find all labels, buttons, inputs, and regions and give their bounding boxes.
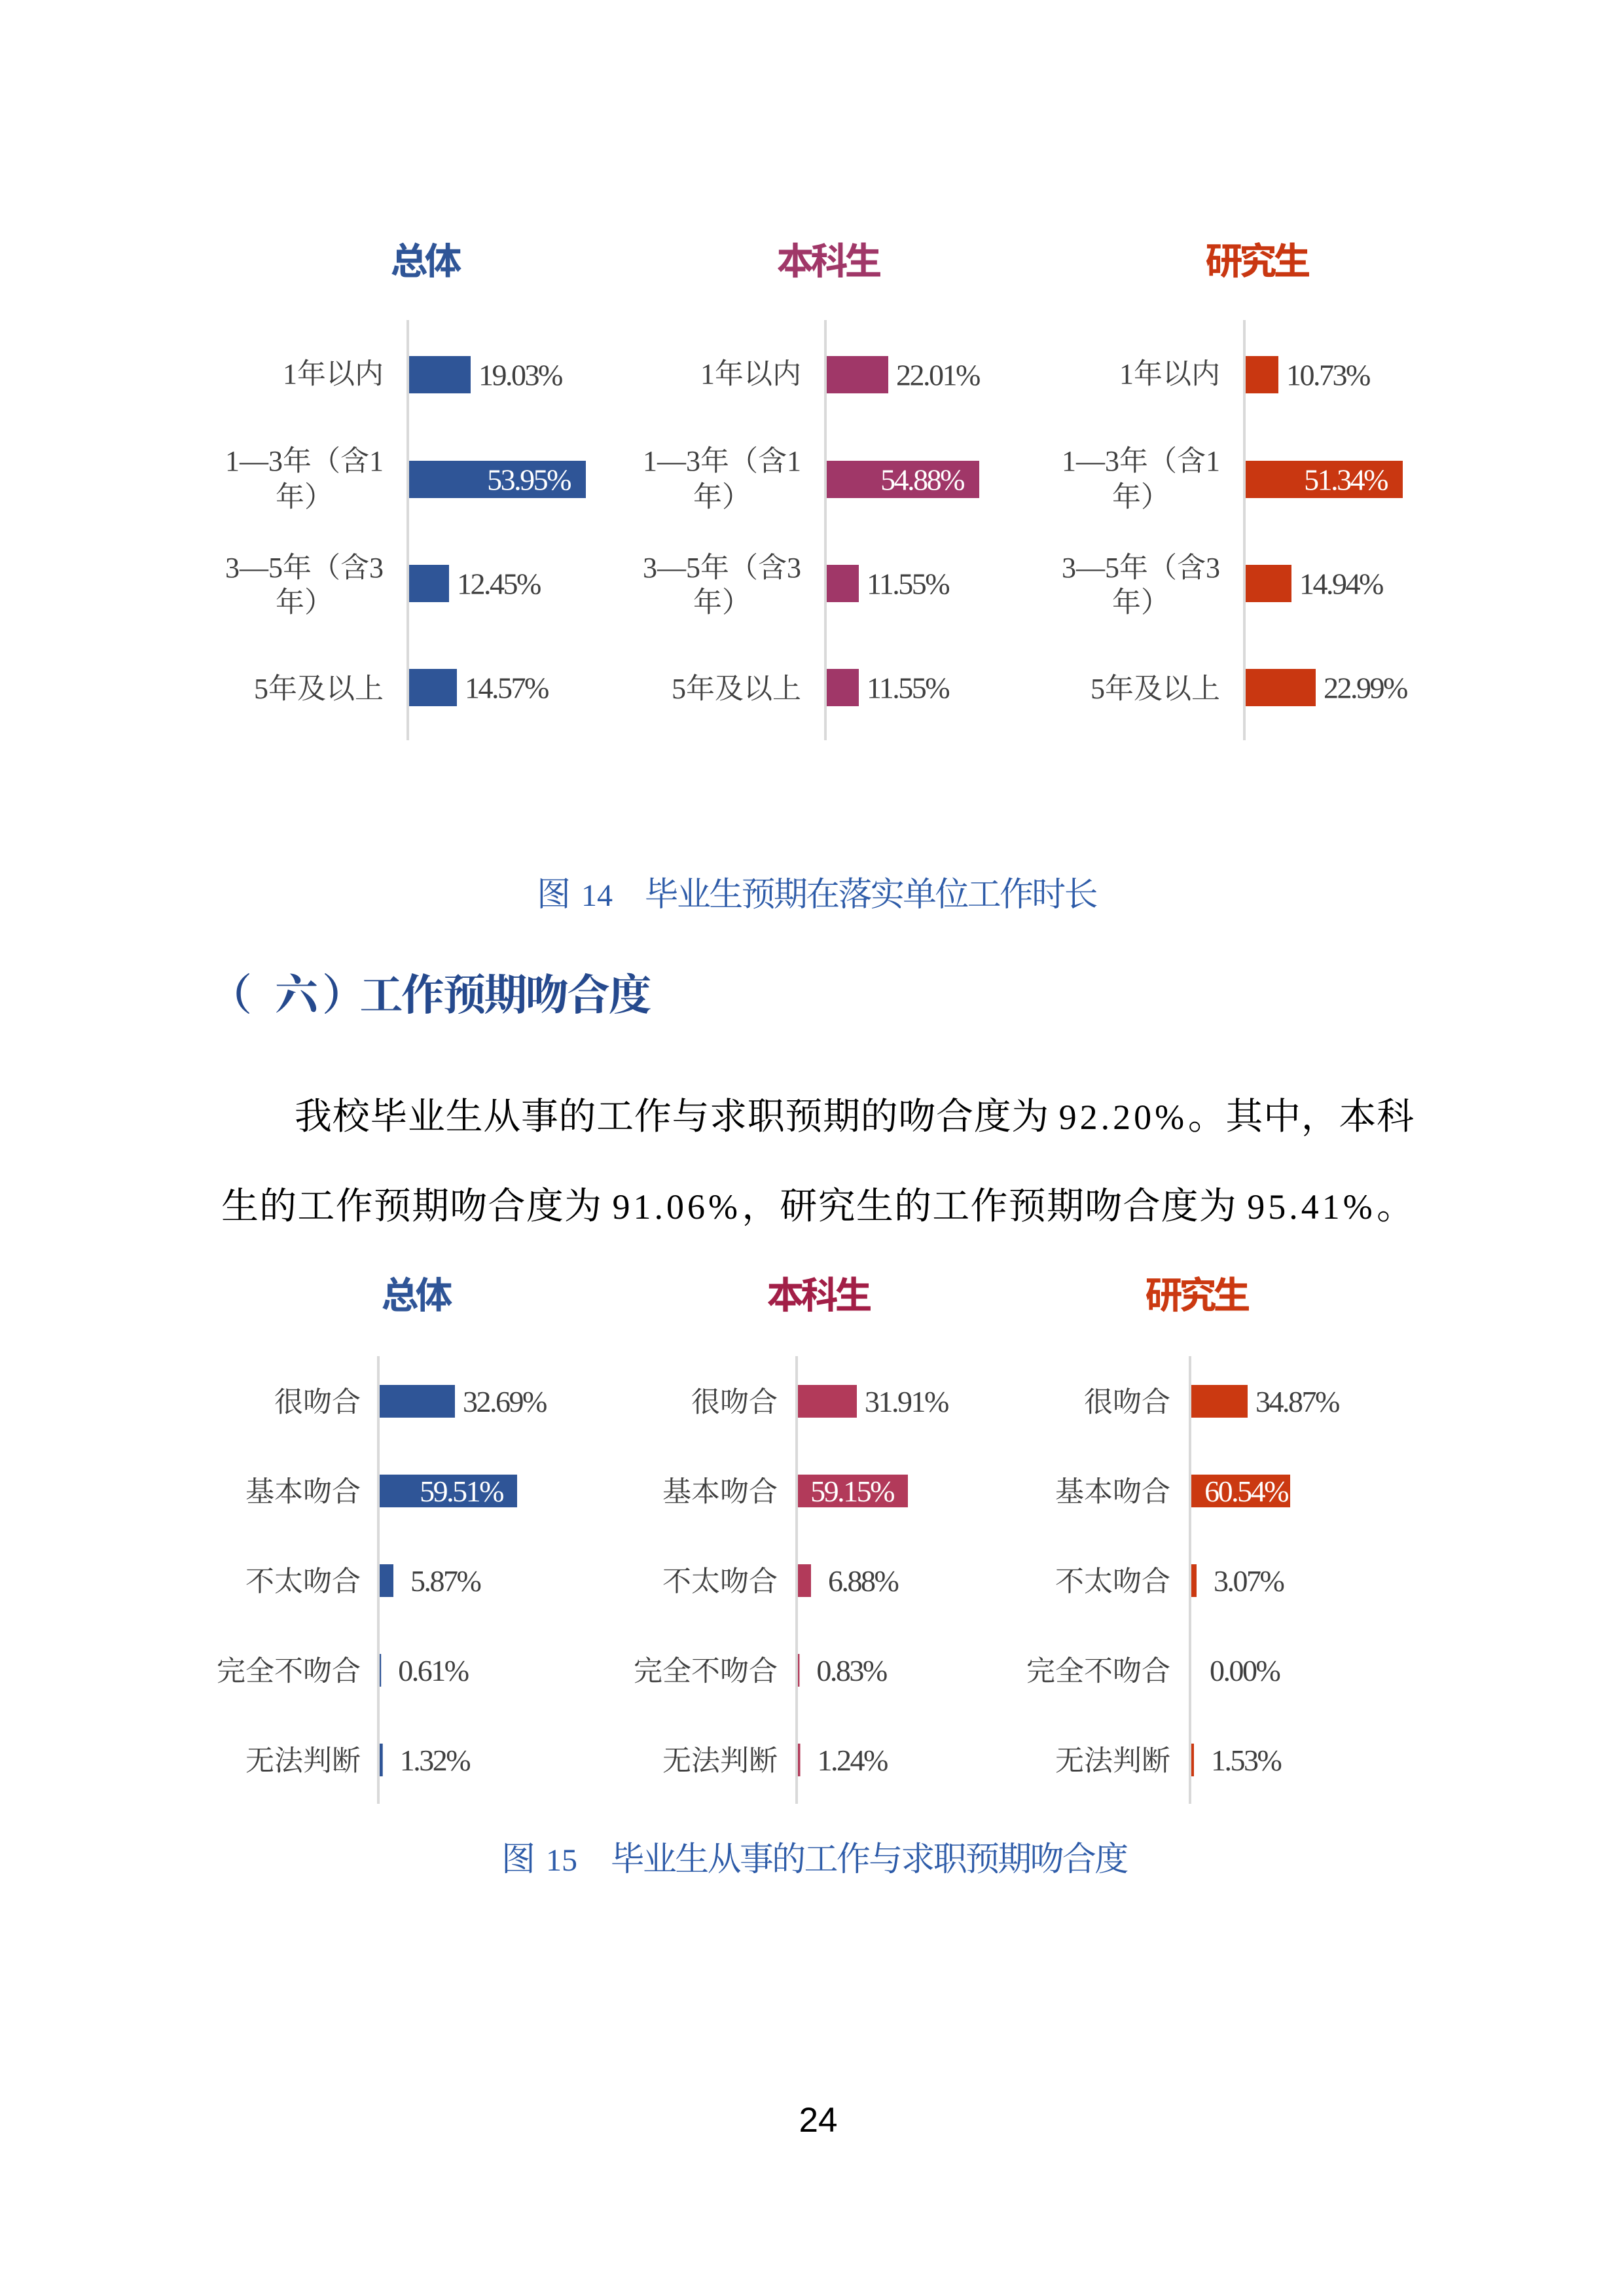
svg-text:1.53%: 1.53% bbox=[1211, 1744, 1282, 1777]
svg-text:1—3: 1—3 bbox=[643, 445, 700, 477]
svg-text:5: 5 bbox=[1091, 673, 1105, 705]
svg-text:19.03%: 19.03% bbox=[478, 359, 562, 392]
svg-text:10.73%: 10.73% bbox=[1286, 359, 1370, 392]
svg-text:0.61%: 0.61% bbox=[398, 1654, 469, 1687]
svg-text:0.83%: 0.83% bbox=[816, 1654, 887, 1687]
svg-text:3: 3 bbox=[787, 552, 801, 584]
svg-text:34.87%: 34.87% bbox=[1255, 1385, 1339, 1418]
svg-text:22.99%: 22.99% bbox=[1324, 672, 1407, 705]
svg-text:1: 1 bbox=[787, 445, 801, 477]
svg-text:0.00%: 0.00% bbox=[1210, 1654, 1280, 1687]
svg-text:1.24%: 1.24% bbox=[818, 1744, 888, 1777]
svg-text:11.55%: 11.55% bbox=[867, 567, 949, 601]
svg-text:5: 5 bbox=[672, 673, 686, 705]
svg-text:3.07%: 3.07% bbox=[1214, 1564, 1284, 1598]
svg-text:1: 1 bbox=[369, 445, 384, 477]
svg-text:14.57%: 14.57% bbox=[465, 672, 549, 705]
svg-text:14: 14 bbox=[581, 878, 613, 913]
svg-text:14.94%: 14.94% bbox=[1299, 567, 1383, 601]
svg-text:15: 15 bbox=[546, 1843, 577, 1878]
svg-text:59.15%: 59.15% bbox=[810, 1475, 894, 1508]
svg-text:1: 1 bbox=[1119, 358, 1134, 390]
svg-text:31.91%: 31.91% bbox=[865, 1385, 948, 1418]
svg-text:5.87%: 5.87% bbox=[410, 1564, 481, 1598]
svg-text:11.55%: 11.55% bbox=[867, 672, 949, 705]
svg-text:1—3: 1—3 bbox=[225, 445, 283, 477]
svg-text:1: 1 bbox=[283, 358, 297, 390]
svg-text:51.34%: 51.34% bbox=[1304, 463, 1388, 497]
svg-text:3—5: 3—5 bbox=[1062, 552, 1119, 584]
svg-text:5: 5 bbox=[254, 673, 268, 705]
svg-text:92.20%: 92.20% bbox=[1059, 1098, 1187, 1137]
svg-text:1.32%: 1.32% bbox=[400, 1744, 471, 1777]
svg-text:32.69%: 32.69% bbox=[463, 1385, 547, 1418]
svg-text:53.95%: 53.95% bbox=[487, 463, 571, 497]
svg-text:1—3: 1—3 bbox=[1062, 445, 1119, 477]
svg-text:6.88%: 6.88% bbox=[828, 1564, 899, 1598]
svg-text:59.51%: 59.51% bbox=[420, 1475, 503, 1508]
svg-text:1: 1 bbox=[1206, 445, 1220, 477]
svg-text:60.54%: 60.54% bbox=[1204, 1475, 1288, 1508]
svg-text:54.88%: 54.88% bbox=[880, 463, 964, 497]
svg-text:3: 3 bbox=[369, 552, 384, 584]
svg-text:3—5: 3—5 bbox=[225, 552, 283, 584]
svg-text:22.01%: 22.01% bbox=[896, 359, 980, 392]
svg-text:95.41%: 95.41% bbox=[1247, 1187, 1375, 1227]
svg-text:3: 3 bbox=[1206, 552, 1220, 584]
svg-text:24: 24 bbox=[799, 2101, 838, 2140]
svg-text:12.45%: 12.45% bbox=[457, 567, 541, 601]
svg-text:1: 1 bbox=[700, 358, 715, 390]
svg-text:3—5: 3—5 bbox=[643, 552, 700, 584]
svg-text:91.06%: 91.06% bbox=[613, 1187, 741, 1227]
